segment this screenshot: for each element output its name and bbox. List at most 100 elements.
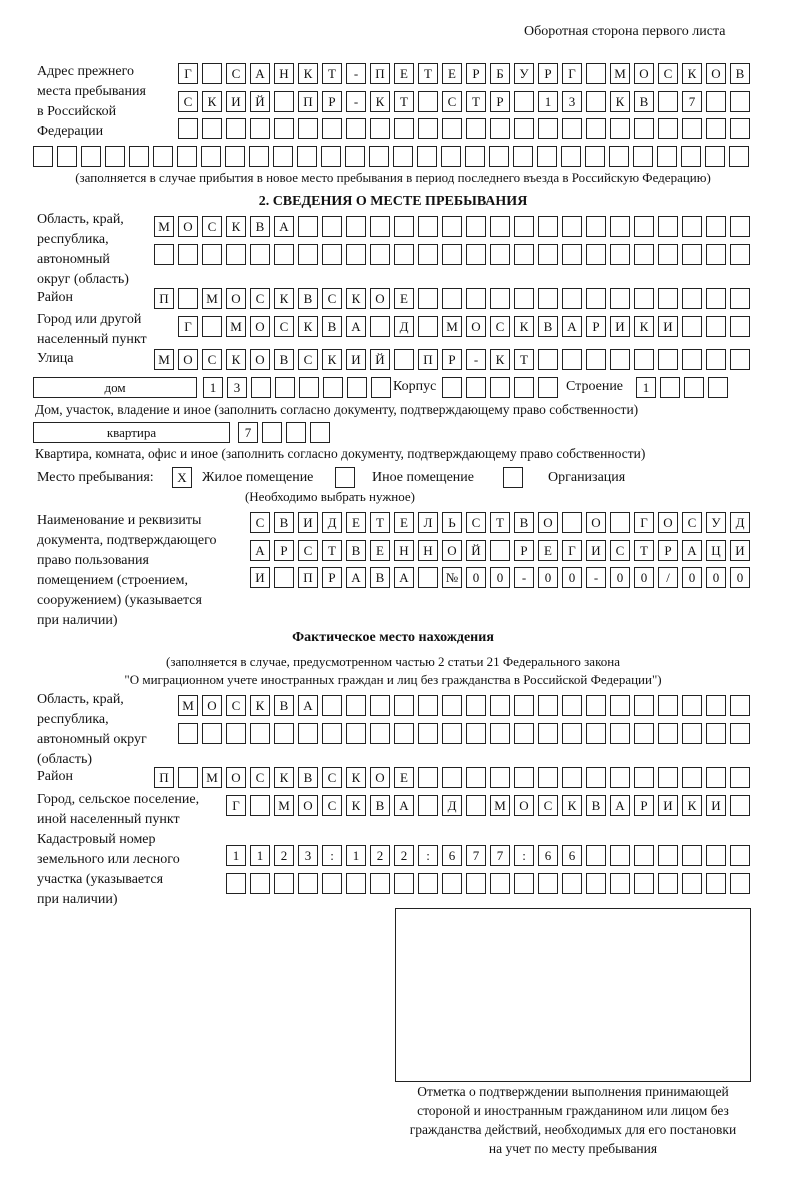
char-cell[interactable] — [226, 873, 246, 894]
char-cell[interactable]: И — [706, 795, 726, 816]
char-cell[interactable] — [274, 91, 294, 112]
char-cell[interactable] — [657, 146, 677, 167]
char-cell[interactable] — [586, 695, 606, 716]
char-cell[interactable] — [586, 288, 606, 309]
char-cell[interactable] — [682, 288, 702, 309]
char-cell[interactable] — [634, 288, 654, 309]
char-cell[interactable]: Т — [370, 512, 390, 533]
char-cell[interactable] — [250, 795, 270, 816]
char-cell[interactable]: С — [274, 316, 294, 337]
char-cell[interactable]: 6 — [562, 845, 582, 866]
char-cell[interactable]: У — [706, 512, 726, 533]
char-cell[interactable]: И — [586, 540, 606, 561]
char-cell[interactable]: В — [538, 316, 558, 337]
char-cell[interactable] — [562, 723, 582, 744]
char-cell[interactable]: О — [442, 540, 462, 561]
char-cell[interactable]: А — [394, 567, 414, 588]
char-cell[interactable] — [490, 767, 510, 788]
char-cell[interactable]: К — [682, 63, 702, 84]
char-cell[interactable] — [562, 244, 582, 265]
char-cell[interactable]: - — [466, 349, 486, 370]
char-cell[interactable] — [442, 288, 462, 309]
char-cell[interactable]: И — [610, 316, 630, 337]
char-cell[interactable]: О — [634, 63, 654, 84]
cadastre-row-2[interactable] — [226, 873, 754, 894]
char-cell[interactable] — [682, 723, 702, 744]
korpus-row[interactable] — [442, 377, 562, 398]
char-cell[interactable]: В — [274, 695, 294, 716]
char-cell[interactable] — [178, 767, 198, 788]
char-cell[interactable] — [490, 118, 510, 139]
char-cell[interactable] — [249, 146, 269, 167]
char-cell[interactable]: С — [298, 540, 318, 561]
char-cell[interactable] — [610, 767, 630, 788]
char-cell[interactable] — [323, 377, 343, 398]
char-cell[interactable] — [562, 873, 582, 894]
char-cell[interactable] — [370, 244, 390, 265]
char-cell[interactable] — [658, 91, 678, 112]
char-cell[interactable]: : — [418, 845, 438, 866]
char-cell[interactable] — [370, 118, 390, 139]
char-cell[interactable] — [610, 695, 630, 716]
char-cell[interactable] — [418, 695, 438, 716]
char-cell[interactable] — [490, 216, 510, 237]
char-cell[interactable]: 0 — [490, 567, 510, 588]
char-cell[interactable]: К — [202, 91, 222, 112]
char-cell[interactable] — [33, 146, 53, 167]
char-cell[interactable]: С — [298, 349, 318, 370]
char-cell[interactable]: 1 — [538, 91, 558, 112]
char-cell[interactable] — [225, 146, 245, 167]
flat-type-field[interactable]: квартира — [33, 422, 230, 443]
char-cell[interactable] — [322, 873, 342, 894]
char-cell[interactable] — [706, 244, 726, 265]
char-cell[interactable] — [730, 723, 750, 744]
char-cell[interactable] — [490, 288, 510, 309]
char-cell[interactable] — [730, 767, 750, 788]
char-cell[interactable] — [346, 873, 366, 894]
flat-number-row[interactable]: 7 — [238, 422, 334, 443]
char-cell[interactable]: С — [178, 91, 198, 112]
char-cell[interactable] — [586, 244, 606, 265]
char-cell[interactable] — [538, 216, 558, 237]
char-cell[interactable] — [660, 377, 680, 398]
char-cell[interactable]: С — [202, 216, 222, 237]
char-cell[interactable] — [634, 349, 654, 370]
char-cell[interactable]: А — [562, 316, 582, 337]
char-cell[interactable] — [346, 216, 366, 237]
char-cell[interactable] — [682, 118, 702, 139]
char-cell[interactable]: М — [610, 63, 630, 84]
char-cell[interactable] — [706, 288, 726, 309]
char-cell[interactable] — [634, 244, 654, 265]
char-cell[interactable]: И — [226, 91, 246, 112]
char-cell[interactable]: Й — [250, 91, 270, 112]
char-cell[interactable] — [394, 216, 414, 237]
char-cell[interactable] — [609, 146, 629, 167]
char-cell[interactable] — [466, 244, 486, 265]
char-cell[interactable]: М — [202, 288, 222, 309]
char-cell[interactable] — [178, 118, 198, 139]
char-cell[interactable]: А — [250, 540, 270, 561]
char-cell[interactable] — [418, 567, 438, 588]
char-cell[interactable] — [514, 118, 534, 139]
char-cell[interactable] — [658, 723, 678, 744]
char-cell[interactable]: Р — [274, 540, 294, 561]
char-cell[interactable]: 1 — [346, 845, 366, 866]
char-cell[interactable] — [538, 695, 558, 716]
char-cell[interactable] — [274, 873, 294, 894]
document-row-3[interactable]: И П Р А В А № 0 0-0 0-0 0/0 0 0 — [250, 567, 754, 588]
char-cell[interactable]: В — [322, 316, 342, 337]
char-cell[interactable] — [154, 244, 174, 265]
region-row-2[interactable] — [154, 244, 754, 265]
char-cell[interactable] — [610, 216, 630, 237]
char-cell[interactable] — [322, 723, 342, 744]
char-cell[interactable]: К — [298, 63, 318, 84]
char-cell[interactable]: М — [178, 695, 198, 716]
char-cell[interactable] — [610, 723, 630, 744]
char-cell[interactable] — [729, 146, 749, 167]
char-cell[interactable] — [442, 244, 462, 265]
char-cell[interactable]: В — [250, 216, 270, 237]
